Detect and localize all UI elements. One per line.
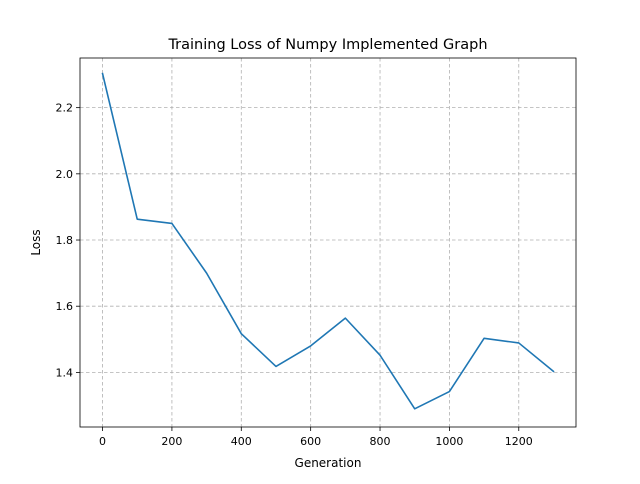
x-tick-label: 600 bbox=[300, 435, 321, 448]
data-point bbox=[135, 217, 139, 221]
data-point bbox=[413, 407, 417, 411]
x-tick-label: 1000 bbox=[435, 435, 463, 448]
chart-title: Training Loss of Numpy Implemented Graph bbox=[167, 37, 487, 53]
y-tick-label: 1.8 bbox=[56, 234, 74, 247]
x-tick-label: 200 bbox=[161, 435, 182, 448]
x-tick-label: 0 bbox=[99, 435, 106, 448]
data-point bbox=[482, 337, 486, 341]
data-point bbox=[101, 72, 105, 76]
y-axis-ticks: 1.4 1.6 1.8 2.0 2.2 bbox=[56, 102, 80, 379]
data-point bbox=[344, 316, 348, 320]
data-point bbox=[239, 332, 243, 336]
data-point bbox=[205, 271, 209, 275]
data-point bbox=[378, 353, 382, 357]
plot-area-background bbox=[80, 58, 576, 427]
data-point bbox=[448, 390, 452, 394]
y-tick-label: 2.2 bbox=[56, 102, 74, 115]
loss-series-line bbox=[101, 72, 555, 410]
data-point bbox=[552, 370, 556, 374]
data-point bbox=[309, 344, 313, 348]
grid-layer bbox=[80, 58, 576, 427]
x-tick-label: 1200 bbox=[505, 435, 533, 448]
y-tick-label: 1.6 bbox=[56, 300, 74, 313]
series-layer bbox=[101, 72, 556, 411]
data-point bbox=[517, 341, 521, 345]
x-axis-ticks: 0 200 400 600 800 1000 1200 bbox=[99, 427, 533, 448]
data-point bbox=[170, 222, 174, 226]
x-axis-label: Generation bbox=[295, 456, 362, 470]
plot-area-frame bbox=[79, 57, 577, 428]
y-tick-label: 1.4 bbox=[56, 366, 74, 379]
y-axis-label: Loss bbox=[29, 229, 43, 255]
x-tick-label: 400 bbox=[231, 435, 252, 448]
x-tick-label: 800 bbox=[370, 435, 391, 448]
y-tick-label: 2.0 bbox=[56, 168, 74, 181]
data-point bbox=[274, 365, 278, 369]
